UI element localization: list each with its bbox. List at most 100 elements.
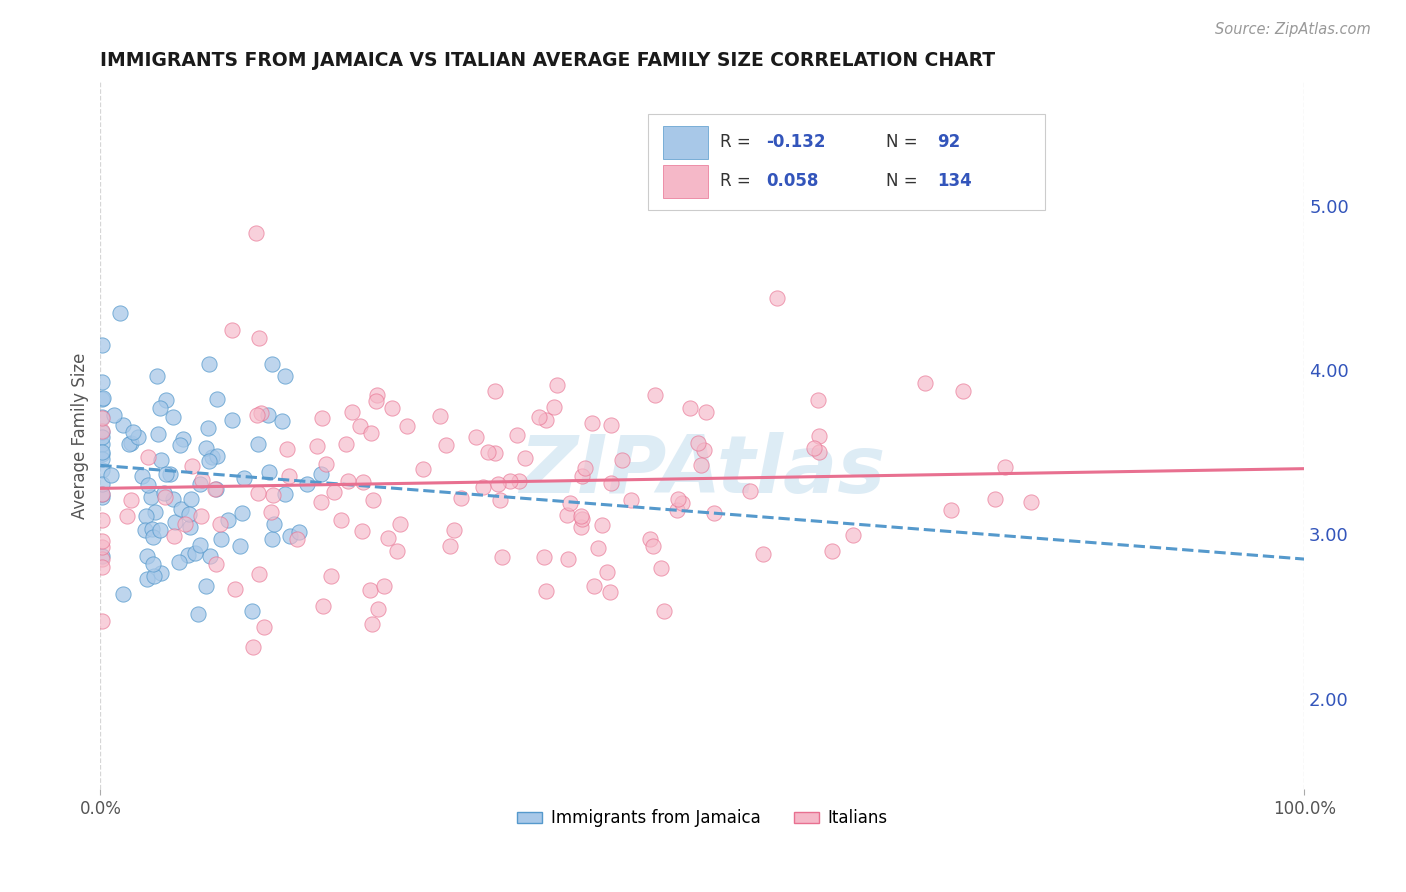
Point	[90, 513, 112, 527]
Point	[90, 490, 112, 504]
Point	[139, 491, 162, 505]
Point	[188, 538, 211, 552]
Point	[262, 488, 284, 502]
Point	[188, 477, 211, 491]
Point	[172, 432, 194, 446]
Point	[527, 409, 550, 424]
Point	[690, 458, 713, 472]
Point	[149, 523, 172, 537]
Point	[654, 605, 676, 619]
Point	[162, 409, 184, 424]
Text: 0.058: 0.058	[766, 172, 818, 190]
Point	[170, 501, 193, 516]
Point	[259, 505, 281, 519]
Point	[195, 441, 218, 455]
Point	[198, 549, 221, 563]
Point	[198, 454, 221, 468]
Point	[276, 442, 298, 456]
Point	[142, 568, 165, 582]
Point	[90, 614, 112, 628]
Text: 134: 134	[936, 172, 972, 190]
Point	[221, 323, 243, 337]
Point	[205, 482, 228, 496]
Point	[117, 509, 139, 524]
Point	[766, 291, 789, 305]
Point	[335, 436, 357, 450]
Point	[534, 584, 557, 599]
Point	[191, 473, 214, 487]
Point	[148, 426, 170, 441]
Point	[250, 407, 273, 421]
Point	[253, 620, 276, 634]
Point	[263, 517, 285, 532]
Point	[183, 546, 205, 560]
Point	[278, 468, 301, 483]
Point	[330, 513, 353, 527]
Point	[353, 475, 375, 489]
Point	[135, 509, 157, 524]
Point	[153, 486, 176, 500]
Point	[366, 394, 388, 409]
Point	[270, 414, 292, 428]
Point	[173, 516, 195, 531]
Point	[533, 550, 555, 565]
Point	[686, 436, 709, 450]
Point	[90, 425, 112, 439]
Point	[247, 331, 270, 345]
Point	[127, 430, 149, 444]
Point	[312, 599, 335, 613]
Point	[644, 388, 666, 402]
Point	[90, 477, 112, 491]
Point	[695, 405, 717, 419]
Point	[90, 552, 112, 566]
Point	[666, 491, 689, 506]
Point	[941, 503, 963, 517]
Point	[666, 503, 689, 517]
Point	[443, 523, 465, 537]
Point	[90, 376, 112, 390]
Point	[360, 617, 382, 632]
Point	[595, 565, 617, 579]
Point	[599, 585, 621, 599]
Point	[246, 408, 269, 422]
Point	[610, 453, 633, 467]
Point	[136, 549, 159, 564]
Point	[90, 452, 112, 467]
Point	[278, 529, 301, 543]
Point	[450, 491, 472, 505]
Point	[136, 450, 159, 464]
Point	[120, 492, 142, 507]
FancyBboxPatch shape	[662, 126, 709, 159]
Point	[285, 533, 308, 547]
Point	[247, 437, 270, 451]
Point	[546, 377, 568, 392]
Point	[363, 492, 385, 507]
Point	[586, 541, 609, 556]
Point	[288, 524, 311, 539]
Point	[90, 534, 112, 549]
Text: ZIPAtlas: ZIPAtlas	[519, 432, 886, 510]
Point	[217, 513, 239, 527]
Point	[569, 519, 592, 533]
Point	[90, 430, 112, 444]
Point	[231, 507, 253, 521]
Point	[155, 467, 177, 481]
Point	[90, 549, 112, 564]
Point	[224, 582, 246, 596]
Point	[359, 582, 381, 597]
Point	[169, 437, 191, 451]
Point	[842, 528, 865, 542]
Point	[187, 607, 209, 621]
Point	[197, 421, 219, 435]
Point	[465, 430, 488, 444]
Point	[388, 517, 411, 532]
Point	[163, 516, 186, 530]
Point	[209, 532, 232, 546]
Point	[484, 446, 506, 460]
Text: N =: N =	[886, 172, 924, 190]
Point	[574, 461, 596, 475]
Point	[204, 482, 226, 496]
Point	[177, 548, 200, 562]
Point	[207, 392, 229, 407]
Point	[650, 560, 672, 574]
